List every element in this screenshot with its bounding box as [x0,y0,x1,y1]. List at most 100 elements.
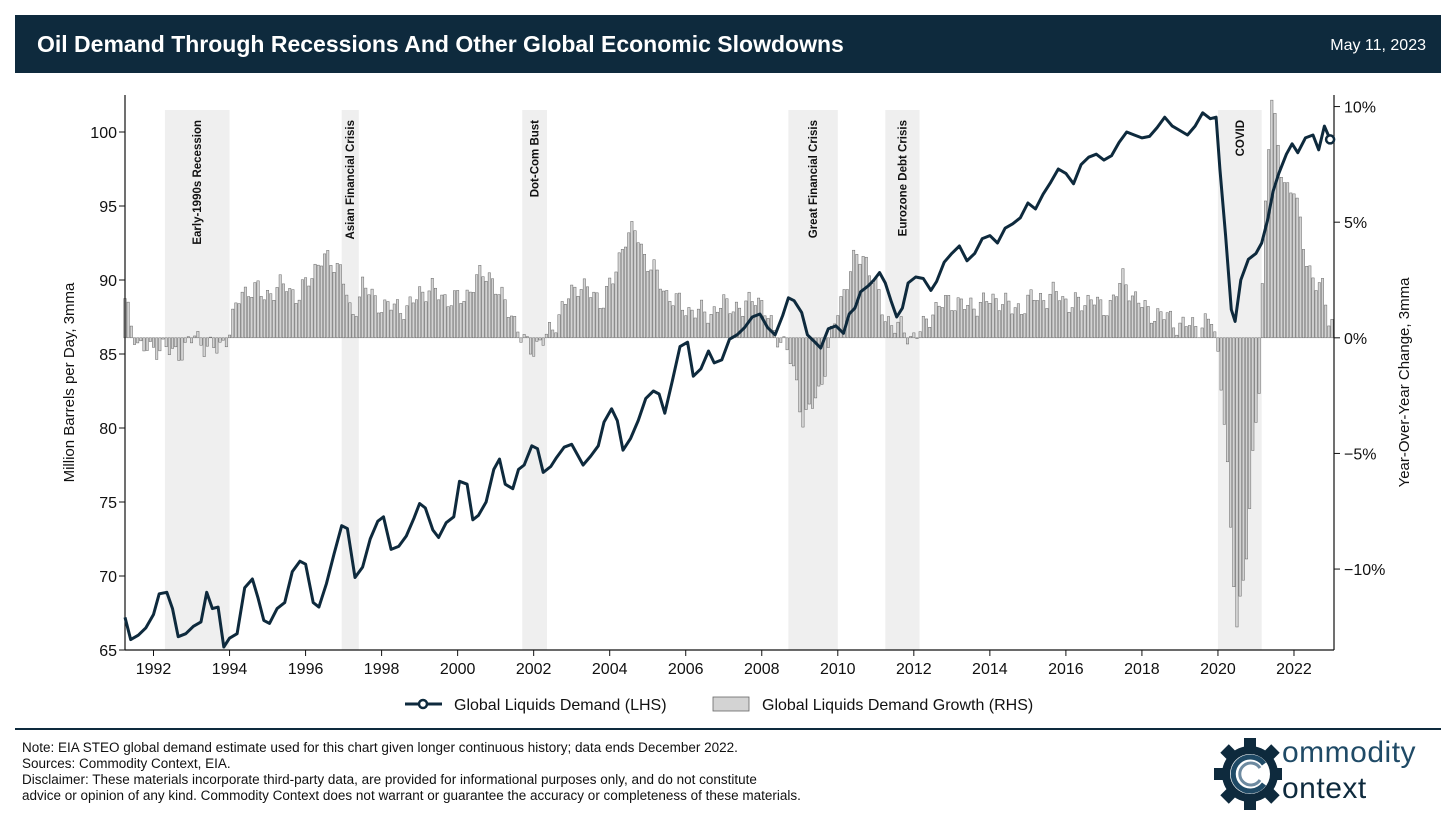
growth-bar [972,308,976,339]
gear-icon [1214,738,1282,810]
growth-bar [1203,313,1207,339]
growth-bar [839,296,843,339]
legend-line-marker [417,698,429,710]
shaded-period [164,110,230,650]
growth-bar [1187,325,1191,339]
growth-bar [1130,295,1134,339]
growth-bar [411,302,415,339]
x-tick-label: 2014 [972,661,1008,678]
growth-bar [297,299,301,339]
growth-bar [620,249,624,339]
x-tick-label: 2010 [820,661,856,678]
growth-bar [253,282,257,339]
growth-bar [1184,326,1188,339]
growth-bar [440,294,444,339]
growth-bar [820,337,824,385]
x-tick-label: 2018 [1124,661,1160,678]
shaded-period-label: Asian Financial Crisis [345,120,357,240]
growth-bar [674,293,678,339]
growth-bar [573,286,577,339]
growth-bar [690,309,694,339]
growth-bar [186,336,190,339]
growth-bar [1124,284,1128,339]
growth-bar [152,337,155,348]
growth-bar [991,293,995,339]
growth-bar [940,307,944,339]
growth-bar [1178,322,1182,339]
growth-bar [1099,299,1103,339]
growth-bar [563,304,567,339]
shaded-period [522,110,547,650]
y-right-tick-label: 10% [1344,100,1376,117]
growth-bar [722,294,726,339]
growth-bar [212,337,216,348]
growth-bar [259,296,263,339]
growth-bar [1080,310,1084,339]
growth-bar [633,230,637,339]
growth-bar [468,291,472,339]
y-right-tick-label: −10% [1344,562,1385,579]
growth-bar [1314,290,1318,339]
growth-bar [947,295,951,339]
growth-bar [703,311,707,339]
growth-bar [899,316,903,339]
growth-bar [1127,300,1131,339]
growth-bar [931,314,935,339]
growth-bar [779,337,783,343]
growth-bar [738,307,742,339]
growth-bar [421,291,425,339]
growth-bar [145,337,149,351]
logo-word-commodity: ommodity [1282,736,1417,769]
x-tick-label: 1994 [212,661,248,678]
growth-bar [395,299,399,339]
growth-bar [934,302,938,339]
growth-bar [959,298,963,339]
growth-bar [525,336,529,339]
growth-bar [785,337,789,351]
growth-bar [418,286,422,339]
growth-bar [1181,316,1185,339]
growth-bar [240,291,244,339]
growth-bar [864,256,868,339]
growth-bar [769,315,773,339]
growth-bar [1092,304,1096,339]
note-text: Note: EIA STEO global demand estimate us… [22,740,738,755]
growth-bar [446,306,450,339]
growth-bar [275,287,279,339]
growth-bar [554,332,558,339]
growth-bar [665,290,669,339]
growth-bar [300,279,304,339]
growth-bar [487,272,491,339]
x-tick-label: 2012 [896,661,932,678]
growth-bar [266,289,270,339]
growth-bar [712,306,716,339]
growth-bar [139,337,143,342]
growth-bar [887,316,890,339]
growth-bar [1020,314,1023,339]
x-tick-label: 1998 [364,661,400,678]
growth-bar [655,269,659,339]
growth-bar [963,309,966,339]
growth-bar [1140,307,1144,339]
growth-bar [586,286,589,339]
growth-bar [1257,337,1261,394]
demand-line-path [123,111,1332,649]
growth-bar [142,337,146,352]
growth-bar [494,293,498,339]
x-tick-label: 2020 [1200,661,1236,678]
growth-bar [1118,283,1122,339]
growth-bar [874,278,878,339]
growth-bar [871,283,875,339]
growth-bar [1260,283,1264,339]
growth-bar [662,290,666,339]
growth-bar [1238,337,1242,597]
growth-bar [706,322,710,339]
growth-bar [852,249,856,339]
growth-bar [1219,337,1223,391]
growth-bar [380,312,384,339]
growth-bar [1270,99,1274,339]
growth-bar [614,271,618,339]
growth-bar [950,310,954,339]
growth-bar [1070,307,1074,339]
x-tick-label: 1992 [136,661,172,678]
